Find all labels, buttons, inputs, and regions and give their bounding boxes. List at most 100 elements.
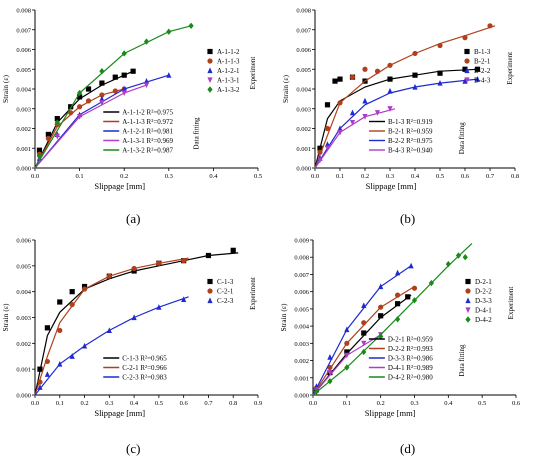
- data-point-A-1-3-2: [188, 22, 194, 29]
- y-tick-label: 0.003: [294, 341, 309, 348]
- x-tick-label: 0.7: [486, 173, 495, 180]
- x-tick-label: 0.3: [105, 400, 113, 407]
- x-tick-label: 0.5: [155, 400, 163, 407]
- y-tick-label: 0.006: [16, 238, 31, 245]
- data-point-B-4-3: [324, 145, 331, 152]
- data-point-B-2-1: [337, 100, 343, 106]
- data-point-B-2-2: [387, 87, 393, 94]
- legend-title-fitting: Data fitting: [458, 122, 466, 155]
- x-axis-label: Slippage [mm]: [94, 181, 145, 191]
- x-tick-label: 0.9: [254, 400, 262, 407]
- data-point-C-1-3: [44, 325, 50, 331]
- data-point-D-2-2: [327, 364, 333, 371]
- data-point-B-2-2: [474, 76, 481, 82]
- panel-label-c: (c): [126, 441, 141, 456]
- data-point-B-2-2: [412, 83, 418, 90]
- y-tick-label: 0.002: [294, 358, 309, 365]
- data-point-B-2-1: [324, 125, 331, 132]
- data-point-D-3-3: [408, 262, 414, 269]
- legend-title-experiment: Experiment: [507, 287, 515, 320]
- fit-line-D-3-3: [312, 265, 412, 396]
- legend-marker-A-1-3-2: [207, 86, 213, 93]
- x-tick-label: 0.8: [229, 400, 237, 407]
- y-tick-label: 0.001: [16, 367, 31, 374]
- x-tick-label: 0.2: [377, 400, 385, 407]
- chart-panel-a: 0.000 0.001 0.002 0.003 0.004 0.005 0.006 0.007…: [1, 8, 262, 192]
- y-tick-label: 0.007: [294, 272, 309, 279]
- y-tick-label: 0.004: [16, 289, 31, 296]
- data-point-D-4-1: [327, 370, 333, 376]
- x-tick-label: 0.5: [254, 173, 262, 180]
- data-point-D-2-2: [378, 304, 384, 310]
- data-point-B-1-3: [462, 66, 468, 72]
- data-point-D-4-2: [378, 333, 384, 340]
- data-point-B-2-1: [412, 50, 418, 57]
- fit-legend-label-D-4-2: D-4-2 R²=0.980: [388, 374, 433, 382]
- data-point-C-2-1: [131, 265, 137, 272]
- legend-label-A-1-1-3: A-1-1-3: [217, 58, 240, 66]
- x-tick-label: 0.0: [309, 400, 317, 407]
- x-tick-label: 0.4: [444, 400, 453, 407]
- x-tick-label: 0.7: [204, 400, 213, 407]
- x-tick-label: 0.6: [461, 173, 470, 180]
- data-point-B-4-3: [337, 129, 343, 136]
- y-axis-label: Strain (ε): [1, 75, 10, 103]
- data-point-A-1-3-2: [143, 38, 150, 45]
- legend-label-D-4-2: D-4-2: [475, 316, 492, 324]
- data-point-A-1-1-2: [77, 94, 83, 100]
- y-axis-label: Strain (ε): [281, 75, 290, 103]
- x-tick-label: 0.0: [311, 173, 319, 180]
- data-point-D-2-1: [394, 301, 401, 307]
- data-point-B-1-3: [324, 102, 331, 108]
- data-point-B-1-3: [474, 66, 481, 72]
- x-tick-label: 0.1: [76, 173, 84, 180]
- data-point-A-1-3-1: [77, 114, 83, 120]
- y-axis-label: Strain (ε): [279, 303, 288, 331]
- x-tick-label: 0.6: [180, 400, 189, 407]
- legend-marker-D-4-2: [465, 316, 471, 323]
- legend-marker-D-4-1: [465, 307, 471, 314]
- data-point-B-2-1: [462, 35, 468, 41]
- data-point-D-3-3: [378, 283, 384, 290]
- data-point-A-1-1-3: [68, 110, 74, 116]
- y-tick-label: 0.007: [16, 27, 31, 34]
- legend-marker-D-2-1: [465, 278, 471, 285]
- fit-legend-label-A-1-1-2: A-1-1-2 R²=0.975: [122, 109, 173, 117]
- data-point-D-3-3: [327, 354, 333, 360]
- data-point-B-4-3: [362, 114, 368, 120]
- data-point-A-1-3-2: [121, 50, 127, 57]
- legend-title-experiment: Experiment: [249, 277, 257, 310]
- x-tick-label: 0.1: [56, 400, 64, 407]
- data-point-D-2-2: [361, 320, 367, 326]
- legend-marker-D-3-3: [465, 297, 471, 304]
- legend-label-B-2-1: B-2-1: [474, 58, 491, 66]
- data-point-B-1-3: [317, 145, 323, 151]
- y-tick-label: 0.005: [16, 263, 31, 270]
- x-tick-label: 0.0: [31, 173, 39, 180]
- data-point-C-2-1: [181, 258, 187, 264]
- data-point-D-2-2: [411, 285, 418, 291]
- data-point-B-1-3: [437, 70, 443, 76]
- y-tick-label: 0.002: [16, 126, 31, 133]
- data-point-C-2-3: [106, 327, 112, 334]
- y-tick-label: 0.001: [294, 375, 309, 382]
- data-point-B-1-3: [337, 76, 343, 82]
- data-point-C-1-3: [205, 252, 212, 259]
- legend-label-D-4-1: D-4-1: [475, 307, 492, 315]
- panel-label-d: (d): [400, 441, 416, 456]
- data-point-C-2-3: [131, 314, 137, 321]
- legend-label-A-1-3-1: A-1-3-1: [217, 77, 240, 85]
- fit-line-B-2-1: [314, 25, 496, 169]
- data-point-B-2-1: [317, 149, 323, 155]
- x-axis-label: Slippage [mm]: [366, 181, 417, 191]
- data-point-C-1-3: [230, 247, 236, 253]
- legend-marker-C-1-3: [207, 278, 213, 285]
- data-point-D-2-2: [394, 292, 401, 298]
- fit-line-C-1-3: [34, 252, 239, 396]
- data-point-D-4-2: [327, 378, 333, 385]
- x-tick-label: 0.3: [410, 400, 418, 407]
- data-point-C-2-3: [81, 342, 88, 349]
- data-point-D-3-3: [344, 326, 350, 333]
- data-point-C-2-3: [181, 296, 187, 303]
